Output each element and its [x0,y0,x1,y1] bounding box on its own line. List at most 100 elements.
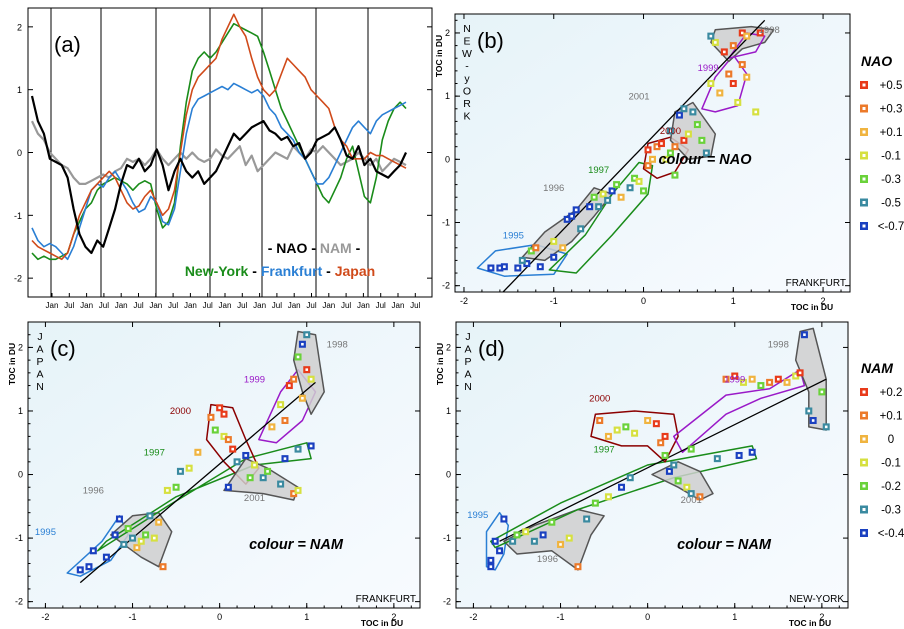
data-point-center [567,536,571,540]
year-label-1995: 1995 [467,510,488,521]
regression-line [502,19,766,292]
x-tick-label: 2 [819,612,824,622]
data-point-center [574,208,578,212]
data-point-center [689,492,693,495]
corner-label: FRANKFURT [356,594,416,605]
data-point-center [637,180,641,183]
data-point-center [745,34,749,38]
data-point-center [714,41,717,44]
data-point-center [541,533,545,537]
y-tick-label: 1 [18,406,23,416]
side-label-letter: O [463,86,471,98]
x-tick-label: Jul [99,301,109,310]
x-tick-label: 0 [641,296,646,306]
year-envelope [728,32,766,59]
series-line-nam [31,120,407,185]
x-tick-label: -2 [41,612,49,622]
data-point-center [270,425,274,429]
data-point-center [552,240,556,243]
data-point-center [745,75,749,79]
data-point-center [222,412,226,416]
data-point-center [664,158,668,161]
data-point-center [642,189,645,193]
data-point-center [157,520,160,524]
legend-entry: - [307,240,319,256]
y-tick-label: -1 [443,533,451,543]
year-envelope [548,161,654,274]
year-label-1995: 1995 [503,230,524,241]
data-point-center [209,416,213,419]
data-point-center [624,425,628,429]
data-point-center [740,63,744,66]
data-point-center [525,262,529,265]
data-point-center [615,183,618,186]
year-label-2000: 2000 [170,406,191,417]
data-point-center [213,428,217,432]
y-tick-label: -2 [442,281,450,291]
data-point-center [607,435,610,438]
data-point-center [663,454,667,457]
year-envelope [673,368,806,454]
data-point-center [742,381,745,384]
data-point-center [709,82,713,85]
nao-legend-label: +0.1 [880,127,903,139]
series-line-nao [30,95,407,255]
panel-c-frame [27,321,421,609]
panel-label: (c) [50,336,76,361]
side-label-letter: J [37,331,42,343]
year-envelope [476,243,568,277]
panel-d-plot-area [485,327,830,571]
data-point-center [283,419,287,422]
panel-c-background [28,322,420,608]
nam-legend-label: -0.2 [881,481,901,493]
nam-legend-label: -0.1 [881,458,901,470]
nam-legend-swatch-center [862,437,866,441]
x-tick-label: Jul [203,301,213,310]
y-tick-label: 2 [17,22,22,32]
x-tick-label: 1 [304,612,309,622]
data-point-center [601,192,605,196]
data-point-center [135,546,139,549]
data-point-center [305,333,309,337]
panel-b-background [455,14,850,292]
data-point-center [698,495,702,499]
legend-line-1: - NAO - NAM - [268,240,361,256]
year-label-1998: 1998 [759,25,780,36]
data-point-center [758,31,762,35]
data-point-center [724,377,728,381]
data-point-center [187,466,191,470]
nam-legend-title: NAM [861,360,893,376]
data-point-center [218,406,221,410]
data-point-center [530,249,533,253]
data-point-center [633,431,636,435]
side-label-letter: R [463,98,471,110]
panel-a-background [28,8,432,297]
x-tick-label: Jan [184,301,197,310]
nam-legend-label: <-0.4 [878,528,904,540]
legend-entry: - [248,263,260,279]
data-point-center [179,470,182,473]
year-label-1998: 1998 [327,339,348,350]
data-point-center [301,396,304,400]
data-point-center [283,457,287,460]
data-point-center [696,123,699,126]
data-point-center [705,151,708,155]
data-point-center [785,381,789,384]
x-axis-label: TOC in DU [791,302,833,312]
data-point-center [672,463,676,467]
data-point-center [673,173,677,177]
data-point-center [113,533,117,537]
data-point-center [731,44,735,47]
data-point-center [687,132,690,136]
y-tick-label: -1 [442,218,450,228]
data-point-center [610,189,614,193]
data-point-center [122,543,126,546]
x-tick-label: Jul [376,301,386,310]
year-label-2001: 2001 [244,493,265,504]
x-tick-label: -2 [460,296,468,306]
y-tick-label: -1 [14,211,22,221]
side-label-letter: A [36,369,43,381]
data-point-center [768,381,771,384]
data-point-center [633,176,636,180]
x-tick-label: 1 [732,612,737,622]
